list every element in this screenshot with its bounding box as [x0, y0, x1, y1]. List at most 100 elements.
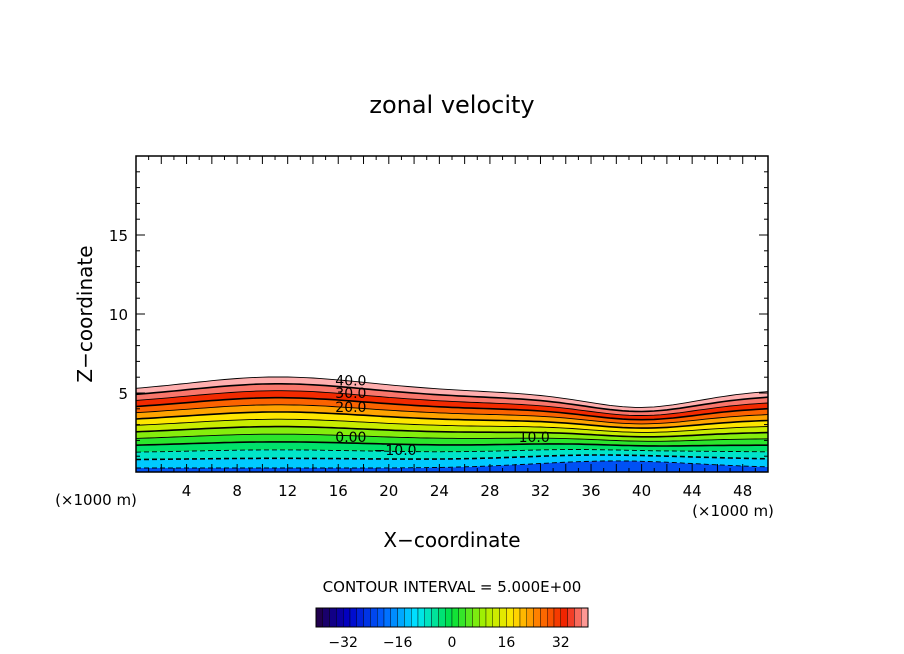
colorbar-frame: [315, 607, 589, 628]
contour-labels: 40.030.020.0 0.00 10.0 −10.0: [335, 373, 550, 459]
x-tick-label: 20: [379, 482, 398, 500]
contour-band: [136, 376, 768, 412]
contour-band: [136, 397, 768, 424]
colorbar-swatch: [417, 607, 426, 628]
contour-fills: [136, 376, 768, 472]
x-tick-label: 16: [329, 482, 348, 500]
colorbar-tick-label: −16: [383, 635, 413, 651]
colorbar-swatch: [438, 607, 446, 628]
contour-line: [136, 376, 768, 408]
contour-line: [136, 383, 768, 413]
colorbar-swatch: [492, 607, 500, 628]
contour-band: [136, 419, 768, 437]
contour-band: [136, 426, 768, 442]
chart-title: zonal velocity: [369, 91, 534, 119]
colorbar-swatch: [336, 607, 344, 628]
x-tick-label: 44: [683, 482, 702, 500]
colorbar-swatch: [574, 607, 582, 628]
y-tick-label: 15: [109, 227, 128, 245]
x-tick-label: 28: [480, 482, 499, 500]
x-axis-label: X−coordinate: [383, 528, 520, 552]
x-tick-label: 12: [278, 482, 297, 500]
colorbar-swatch: [329, 607, 337, 628]
contour-band: [136, 449, 768, 460]
contour-line: [136, 390, 768, 416]
colorbar-swatch: [540, 607, 548, 628]
colorbar-ticks: −32 −16 0 16 32: [328, 635, 569, 651]
x-tick-label: 4: [182, 482, 192, 500]
colorbar-swatch: [315, 607, 324, 628]
y-tick-label: 5: [118, 385, 128, 403]
colorbar-swatch: [370, 607, 378, 628]
contour-line: [136, 418, 768, 433]
x-tick-label: 48: [733, 482, 752, 500]
contour-line: [136, 404, 768, 425]
contour-line: [136, 396, 768, 421]
x-tick-label: 40: [632, 482, 651, 500]
contour-label: 20.0: [335, 400, 366, 416]
contour-band: [136, 390, 768, 420]
colorbar-swatch: [553, 607, 561, 628]
contour-line: [136, 460, 768, 469]
x-tick-label: 24: [430, 482, 449, 500]
x-axis: 4 8 12 16 20 24 28 32 36 40 44 48: [135, 156, 769, 500]
colorbar-swatch: [472, 607, 480, 628]
colorbar-swatch: [499, 607, 507, 628]
colorbar-swatch: [383, 607, 392, 628]
colorbar-swatch: [513, 607, 521, 628]
y-axis: 5 10 15: [109, 155, 768, 473]
colorbar-swatch: [560, 607, 568, 628]
colorbar-swatch: [397, 607, 405, 628]
x-tick-label: 32: [531, 482, 550, 500]
colorbar-swatch: [445, 607, 453, 628]
contour-line: [136, 411, 768, 429]
colorbar-swatch: [567, 607, 575, 628]
contour-lines: [136, 376, 768, 469]
contour-label: −10.0: [374, 443, 417, 459]
contour-label: 0.00: [335, 430, 366, 446]
contour-line: [136, 449, 768, 453]
contour-band: [136, 404, 768, 429]
colorbar-swatch: [404, 607, 412, 628]
contour-line: [136, 433, 768, 442]
contour-interval-text: CONTOUR INTERVAL = 5.000E+00: [323, 578, 582, 596]
colorbar-tick-label: 32: [552, 635, 570, 651]
colorbar-swatch: [479, 607, 487, 628]
colorbar-swatch: [349, 607, 358, 628]
x-tick-label: 36: [581, 482, 600, 500]
colorbar-swatch: [533, 607, 541, 628]
contour-label: 10.0: [519, 430, 550, 446]
contour-band: [136, 434, 768, 446]
x-unit-left: (×1000 m): [55, 491, 137, 509]
colorbar-swatch: [431, 607, 439, 628]
colorbar-swatch: [451, 607, 460, 628]
contour-label: 40.0: [335, 373, 366, 389]
contour-line: [136, 454, 768, 461]
contour-line: [136, 441, 768, 447]
colorbar-swatch: [547, 607, 555, 628]
colorbar-swatch: [526, 607, 534, 628]
contour-band: [136, 460, 768, 472]
contour-label: 30.0: [335, 386, 366, 402]
colorbar-swatch: [581, 607, 589, 628]
colorbar-swatch: [356, 607, 364, 628]
colorbar-swatch: [411, 607, 419, 628]
colorbar-swatch: [519, 607, 527, 628]
colorbar-tick-label: 0: [448, 635, 457, 651]
colorbar-swatch: [390, 607, 398, 628]
colorbar-swatch: [363, 607, 371, 628]
colorbar-swatch: [322, 607, 330, 628]
x-tick-label: 8: [232, 482, 242, 500]
x-unit-right: (×1000 m): [692, 502, 774, 520]
colorbar-tick-label: −32: [328, 635, 358, 651]
y-axis-label: Z−coordinate: [73, 245, 97, 382]
colorbar-swatch: [465, 607, 473, 628]
contour-band: [136, 383, 768, 416]
y-tick-label: 10: [109, 306, 128, 324]
colorbar-swatch: [506, 607, 514, 628]
colorbar-swatch: [377, 607, 385, 628]
colorbar-swatch: [458, 607, 466, 628]
colorbar-tick-label: 16: [497, 635, 515, 651]
colorbar-swatch: [424, 607, 432, 628]
